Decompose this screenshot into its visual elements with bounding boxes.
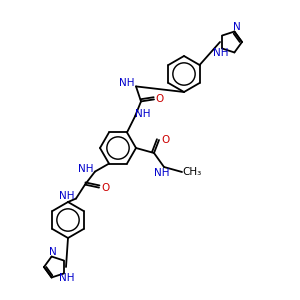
Text: NH: NH (59, 190, 75, 201)
Text: NH: NH (119, 78, 135, 88)
Text: NH: NH (135, 110, 151, 119)
Text: O: O (156, 94, 164, 104)
Text: N: N (49, 247, 56, 256)
Text: O: O (101, 183, 109, 193)
Text: NH: NH (78, 164, 94, 174)
Text: O: O (161, 135, 169, 145)
Text: N: N (232, 22, 240, 32)
Text: NH: NH (154, 168, 170, 178)
Text: NH: NH (213, 49, 229, 58)
Text: CH₃: CH₃ (182, 167, 202, 177)
Text: NH: NH (59, 274, 75, 284)
